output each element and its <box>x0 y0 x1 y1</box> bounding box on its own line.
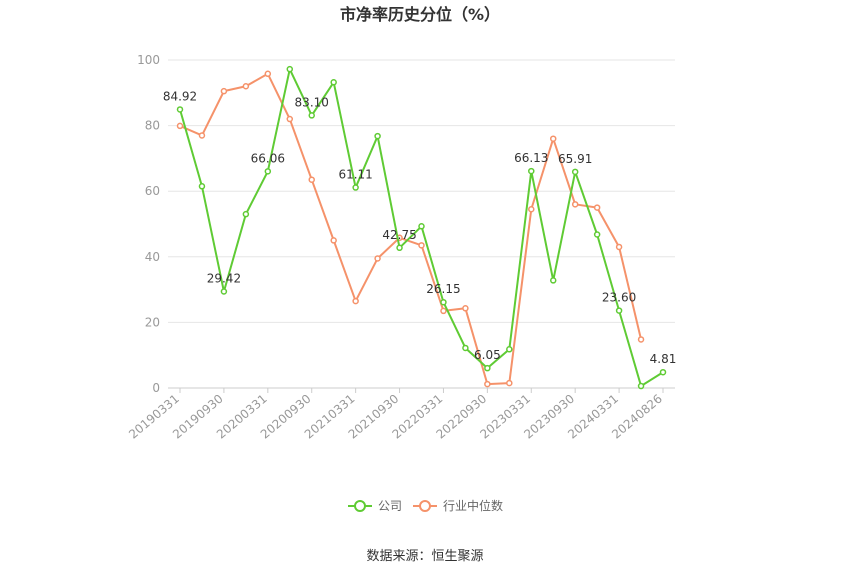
data-label: 23.60 <box>602 291 636 305</box>
data-point <box>549 277 557 284</box>
data-point <box>659 368 667 376</box>
data-label: 66.06 <box>251 151 285 165</box>
data-point <box>440 298 447 306</box>
data-point <box>593 204 601 211</box>
data-point <box>264 168 272 175</box>
y-tick-label: 40 <box>145 250 160 264</box>
legend-label: 行业中位数 <box>443 498 503 513</box>
data-point <box>615 243 623 251</box>
data-point <box>352 297 359 305</box>
data-point <box>308 112 315 119</box>
y-axis: 0 20 40 60 80 100 <box>137 53 160 395</box>
data-label: 83.10 <box>295 95 329 109</box>
legend[interactable]: 公司 行业中位数 <box>348 498 503 513</box>
data-point <box>242 82 250 90</box>
y-tick-label: 0 <box>152 381 160 395</box>
data-point <box>440 307 447 315</box>
y-tick-label: 80 <box>145 119 160 133</box>
data-point <box>593 231 601 238</box>
data-labels: 84.92 29.42 66.06 83.10 61.11 42.75 26.15 6.05 6… <box>163 89 677 366</box>
data-point <box>484 380 491 388</box>
data-point <box>571 168 579 176</box>
legend-label: 公司 <box>378 499 402 513</box>
x-axis: 2019033120190930202003312020093020210331… <box>126 387 675 442</box>
data-point <box>506 346 513 353</box>
data-point <box>176 106 184 113</box>
data-point <box>528 205 535 213</box>
data-point <box>374 255 381 262</box>
y-tick-label: 100 <box>137 53 160 67</box>
data-point <box>286 65 294 73</box>
data-point <box>571 201 579 208</box>
data-point <box>264 70 272 78</box>
data-label: 66.13 <box>514 151 548 165</box>
data-point <box>242 210 250 218</box>
data-point <box>528 167 535 175</box>
data-point <box>506 379 513 387</box>
data-point <box>308 176 315 183</box>
data-point <box>176 122 184 130</box>
data-point <box>418 242 425 249</box>
legend-marker <box>354 500 366 512</box>
data-point <box>418 223 425 230</box>
data-point <box>484 364 491 372</box>
data-label: 29.42 <box>207 272 241 286</box>
data-point <box>220 288 228 295</box>
data-label: 26.15 <box>426 282 460 296</box>
source-note: 数据来源：恒生聚源 <box>366 549 483 564</box>
data-label: 42.75 <box>382 228 416 242</box>
data-point <box>330 79 337 86</box>
data-point <box>615 307 623 314</box>
legend-marker <box>419 500 431 512</box>
data-point <box>637 336 645 343</box>
data-label: 84.92 <box>163 89 197 103</box>
data-point <box>286 115 294 123</box>
data-point <box>198 183 206 190</box>
y-tick-label: 60 <box>145 184 160 198</box>
data-point <box>637 382 645 390</box>
data-point <box>462 344 469 352</box>
data-label: 61.11 <box>338 168 372 182</box>
y-tick-label: 20 <box>145 315 160 329</box>
data-point <box>330 237 337 244</box>
data-point <box>220 87 228 95</box>
legend-item[interactable]: 行业中位数 <box>413 498 503 513</box>
data-point <box>396 244 403 252</box>
plot-area <box>176 65 667 390</box>
data-label: 6.05 <box>474 348 501 362</box>
data-point <box>462 305 469 312</box>
series-line <box>179 72 643 386</box>
data-label: 4.81 <box>650 352 677 366</box>
data-point <box>352 184 359 191</box>
chart-title: 市净率历史分位（%） <box>340 5 500 24</box>
data-point <box>198 132 206 139</box>
data-point <box>374 132 381 140</box>
data-label: 65.91 <box>558 152 592 166</box>
data-point <box>549 135 557 142</box>
legend-item[interactable]: 公司 <box>348 499 402 513</box>
